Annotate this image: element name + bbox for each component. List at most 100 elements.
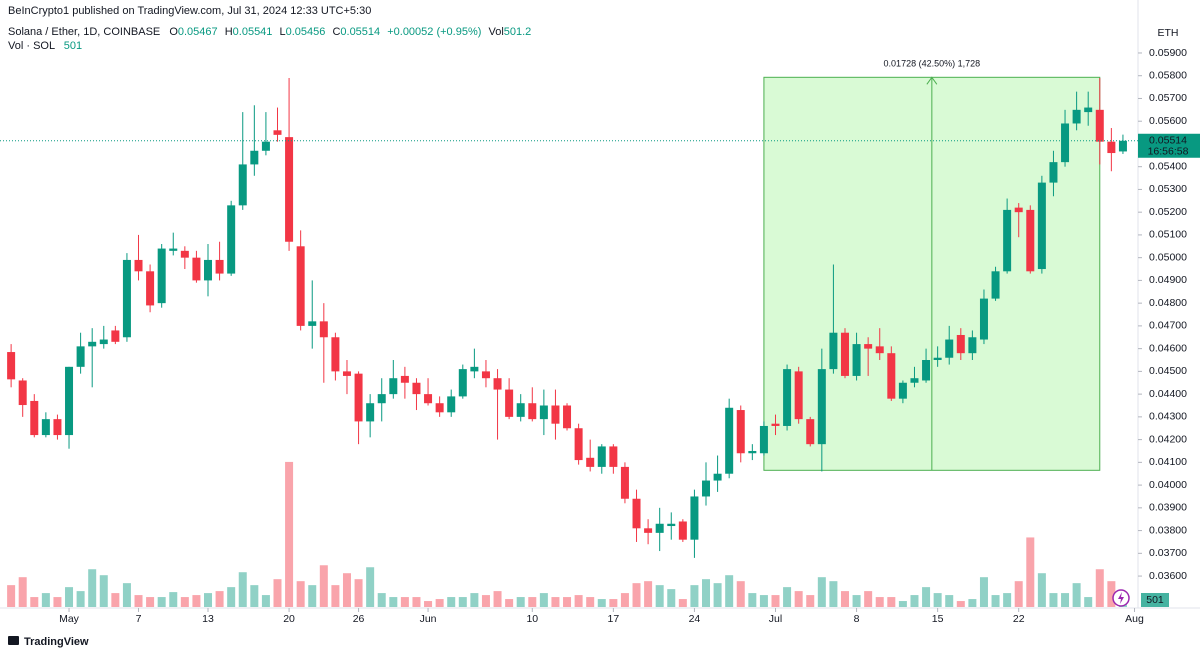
volume-bar bbox=[250, 585, 259, 607]
candle-body bbox=[261, 141, 270, 151]
volume-bar bbox=[806, 595, 815, 607]
candle-body bbox=[539, 405, 548, 420]
candle-body bbox=[748, 450, 757, 454]
x-tick-label: 20 bbox=[283, 613, 295, 625]
volume-bar bbox=[574, 595, 583, 607]
candle-body bbox=[644, 528, 653, 533]
candle-body bbox=[1084, 107, 1093, 113]
y-tick-label: 0.05300 bbox=[1149, 183, 1187, 195]
volume-bar bbox=[840, 591, 849, 607]
candle-body bbox=[898, 382, 907, 399]
volume-bar bbox=[609, 599, 618, 607]
volume-bar bbox=[829, 581, 838, 607]
volume-bar bbox=[620, 593, 629, 607]
volume-bar bbox=[18, 577, 27, 607]
volume-bar bbox=[1003, 593, 1012, 607]
y-tick-label: 0.04900 bbox=[1149, 274, 1187, 286]
volume-bar bbox=[41, 593, 50, 607]
volume-bar bbox=[308, 585, 317, 607]
volume-bar bbox=[180, 597, 189, 607]
candle-body bbox=[956, 334, 965, 354]
volume-bar bbox=[65, 587, 74, 607]
candle-body bbox=[725, 407, 734, 474]
y-tick-label: 0.04200 bbox=[1149, 433, 1187, 445]
legend-high: 0.05541 bbox=[233, 26, 273, 38]
candle-body bbox=[400, 375, 409, 383]
alert-bolt bbox=[1118, 592, 1124, 604]
y-tick-label: 0.05600 bbox=[1149, 115, 1187, 127]
legend-line: Solana / Ether, 1D, COINBASE O0.05467 H0… bbox=[8, 26, 531, 38]
candle-body bbox=[447, 396, 456, 413]
candle-body bbox=[412, 382, 421, 395]
candle-body bbox=[910, 378, 919, 383]
brand-name: TradingView bbox=[24, 636, 89, 648]
volume-bar bbox=[817, 577, 826, 607]
candle-body bbox=[690, 496, 699, 540]
volume-bar bbox=[261, 595, 270, 607]
x-tick-label: 24 bbox=[689, 613, 701, 625]
volume-bar bbox=[586, 597, 595, 607]
candle-body bbox=[922, 360, 931, 381]
volume-badge bbox=[1141, 593, 1169, 607]
volume-bar bbox=[88, 569, 97, 607]
measure-arrowhead bbox=[926, 76, 938, 85]
volume-bar bbox=[296, 581, 305, 607]
volume-bar bbox=[655, 585, 664, 607]
volume-bar bbox=[678, 599, 687, 607]
y-tick-label: 0.03800 bbox=[1149, 524, 1187, 536]
candle-body bbox=[817, 369, 826, 445]
volume-bar bbox=[122, 583, 131, 607]
candle-body bbox=[1003, 209, 1012, 272]
volume-bar bbox=[99, 575, 108, 607]
candle-body bbox=[991, 271, 1000, 299]
candle-body bbox=[424, 394, 433, 404]
y-tick-label: 0.05800 bbox=[1149, 69, 1187, 81]
candle-body bbox=[783, 369, 792, 426]
volume-bar bbox=[215, 591, 224, 607]
candle-body bbox=[1061, 123, 1070, 163]
candle-body bbox=[609, 446, 618, 467]
candle-body bbox=[435, 403, 444, 413]
x-tick-label: May bbox=[59, 613, 80, 625]
volume-bar bbox=[400, 597, 409, 607]
y-tick-label: 0.05700 bbox=[1149, 92, 1187, 104]
candle-body bbox=[702, 480, 711, 497]
candle-body bbox=[470, 366, 479, 372]
x-tick-label: 17 bbox=[608, 613, 620, 625]
volume-bar bbox=[563, 597, 572, 607]
volume-bar bbox=[146, 597, 155, 607]
volume-bar bbox=[1026, 537, 1035, 607]
volume-badge-value: 501 bbox=[1146, 594, 1164, 606]
volume-bar bbox=[887, 597, 896, 607]
candle-body bbox=[238, 164, 247, 206]
volume-bar bbox=[794, 591, 803, 607]
volume-bar bbox=[204, 593, 213, 607]
candle-body bbox=[192, 257, 201, 281]
volume-bar bbox=[331, 585, 340, 607]
volume-bar bbox=[389, 597, 398, 607]
volume-bar bbox=[956, 601, 965, 607]
volume-bar bbox=[7, 585, 16, 607]
volume-bar bbox=[1014, 581, 1023, 607]
volume-bar bbox=[539, 593, 548, 607]
y-tick-label: 0.05100 bbox=[1149, 229, 1187, 241]
volume-bar bbox=[481, 595, 490, 607]
currency: ETH bbox=[1158, 27, 1179, 39]
candle-body bbox=[227, 205, 236, 274]
y-tick-label: 0.05000 bbox=[1149, 251, 1187, 263]
volume-bar bbox=[111, 593, 120, 607]
candle-body bbox=[1095, 109, 1104, 142]
candle-body bbox=[342, 371, 351, 376]
volume-bar bbox=[713, 583, 722, 607]
candle-body bbox=[678, 521, 687, 540]
x-tick-label: 22 bbox=[1013, 613, 1025, 625]
legend-close: 0.05514 bbox=[340, 26, 380, 38]
candle-body bbox=[968, 337, 977, 354]
candle-body bbox=[1072, 109, 1081, 124]
candle-body bbox=[979, 298, 988, 340]
candle-body bbox=[1118, 140, 1127, 152]
candle-body bbox=[331, 337, 340, 372]
candle-body bbox=[852, 344, 861, 376]
volume-value: 501 bbox=[64, 40, 82, 52]
candle-body bbox=[563, 405, 572, 429]
